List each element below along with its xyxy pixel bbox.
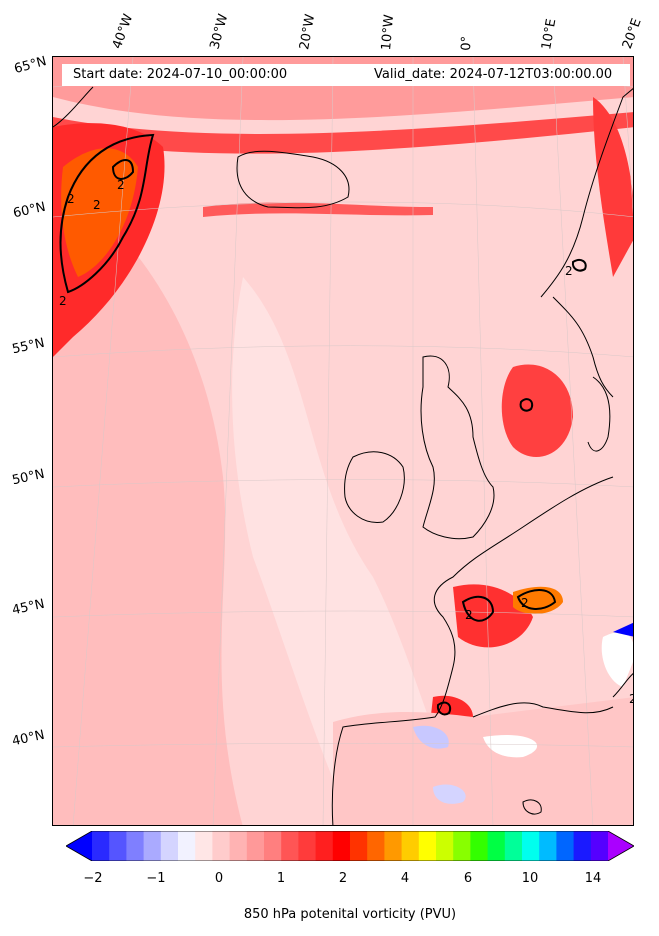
lon-label: 10°W bbox=[379, 13, 398, 51]
colorbar-swatch bbox=[418, 831, 437, 861]
colorbar-extend-max bbox=[608, 831, 634, 861]
colorbar-svg bbox=[65, 830, 635, 862]
colorbar-swatch bbox=[264, 831, 282, 861]
pv-contour-west bbox=[59, 133, 155, 294]
contour-label: 2 bbox=[93, 198, 101, 212]
colorbar-swatch bbox=[401, 831, 420, 861]
lon-label: 20°W bbox=[297, 13, 319, 52]
colorbar-tick: 0 bbox=[214, 871, 224, 886]
field-band-west bbox=[53, 177, 243, 825]
colorbar-swatch bbox=[367, 831, 385, 861]
lat-label: 45°N bbox=[10, 596, 46, 619]
pv-contour-iberia bbox=[436, 701, 452, 716]
colorbar-swatch bbox=[504, 831, 523, 861]
colorbar-swatch bbox=[384, 831, 403, 861]
colorbar-swatch bbox=[556, 831, 575, 861]
colorbar-swatch bbox=[436, 831, 454, 861]
field-negative-2 bbox=[433, 784, 466, 804]
colorbar-swatch bbox=[246, 831, 265, 861]
field-norway-coast bbox=[593, 97, 633, 277]
contour-label: 2 bbox=[521, 596, 529, 610]
contour-label: 2 bbox=[59, 294, 67, 308]
colorbar-label: 850 hPa potenital vorticity (PVU) bbox=[243, 907, 457, 922]
colorbar-swatch bbox=[590, 831, 609, 861]
pv-contour-biscay bbox=[461, 595, 495, 622]
contour-label: 2 bbox=[465, 608, 473, 622]
contour-label: 2 bbox=[565, 264, 573, 278]
lon-label: 10°E bbox=[539, 17, 560, 52]
colorbar-swatch bbox=[126, 831, 145, 861]
colorbar-tick: 6 bbox=[463, 871, 473, 886]
colorbar-swatch bbox=[109, 831, 127, 861]
field-north-sea bbox=[501, 364, 573, 457]
lat-label: 50°N bbox=[10, 466, 46, 489]
colorbar-swatch bbox=[92, 831, 110, 861]
pv-contour-norway bbox=[571, 259, 587, 272]
map-panel: 2 2 2 2 2 2 2 2 bbox=[52, 56, 634, 826]
colorbar-tick: 1 bbox=[276, 871, 286, 886]
colorbar-swatch bbox=[178, 831, 196, 861]
colorbar-swatch bbox=[470, 831, 489, 861]
contour-label: 2 bbox=[629, 692, 634, 706]
colorbar-tick: −1 bbox=[146, 871, 166, 886]
pv-contour-west-inner bbox=[111, 159, 135, 180]
lat-label: 55°N bbox=[10, 335, 46, 358]
colorbar-swatch bbox=[332, 831, 351, 861]
colorbar-swatch bbox=[212, 831, 231, 861]
field-alps-blue bbox=[613, 622, 633, 637]
colorbar-tick: 14 bbox=[584, 871, 602, 886]
lon-label: 40°W bbox=[109, 12, 137, 51]
pv-contour-alps bbox=[516, 589, 557, 610]
pv-contour-north-sea bbox=[519, 398, 534, 412]
colorbar-swatch bbox=[315, 831, 334, 861]
lon-label: 30°W bbox=[207, 12, 232, 51]
colorbar-tick: 2 bbox=[338, 871, 348, 886]
colorbar-swatch bbox=[281, 831, 299, 861]
colorbar bbox=[65, 830, 635, 862]
lat-label: 60°N bbox=[11, 199, 47, 222]
lat-label: 40°N bbox=[10, 727, 46, 750]
field-jet-north bbox=[53, 112, 633, 154]
valid-date-label: Valid_date: 2024-07-12T03:00:00.00 bbox=[374, 67, 613, 82]
colorbar-swatch bbox=[160, 831, 179, 861]
lat-label: 65°N bbox=[12, 54, 49, 77]
colorbar-swatch bbox=[195, 831, 213, 861]
coastlines bbox=[53, 86, 633, 825]
lon-label: 20°E bbox=[619, 16, 645, 51]
colorbar-swatch bbox=[573, 831, 592, 861]
start-date-label: Start date: 2024-07-10_00:00:00 bbox=[73, 67, 288, 82]
field-white-patch bbox=[483, 735, 538, 758]
colorbar-swatch bbox=[350, 831, 368, 861]
colorbar-swatch bbox=[487, 831, 506, 861]
colorbar-swatch bbox=[453, 831, 471, 861]
colorbar-swatch bbox=[143, 831, 162, 861]
colorbar-swatch bbox=[539, 831, 557, 861]
colorbar-swatch bbox=[298, 831, 317, 861]
colorbar-extend-min bbox=[66, 831, 92, 861]
colorbar-swatch bbox=[522, 831, 540, 861]
field-negative-1 bbox=[413, 725, 449, 749]
field-alps-white bbox=[601, 632, 633, 687]
date-header-strip bbox=[62, 64, 630, 86]
contour-label: 2 bbox=[117, 178, 125, 192]
field-jet-iceland bbox=[203, 202, 433, 217]
pv-2-contours bbox=[59, 133, 587, 716]
contour-label-group: 2 2 2 2 2 2 2 2 bbox=[59, 178, 634, 706]
field-iberia bbox=[333, 697, 633, 825]
contour-label: 2 bbox=[67, 192, 75, 206]
colorbar-tick: 4 bbox=[400, 871, 410, 886]
pv-map: 2 2 2 2 2 2 2 2 bbox=[53, 57, 634, 825]
field-band-light bbox=[232, 277, 473, 825]
colorbar-swatch bbox=[229, 831, 248, 861]
colorbar-tick: 10 bbox=[521, 871, 539, 886]
colorbar-tick: −2 bbox=[83, 871, 103, 886]
lon-label: 0° bbox=[459, 35, 475, 51]
